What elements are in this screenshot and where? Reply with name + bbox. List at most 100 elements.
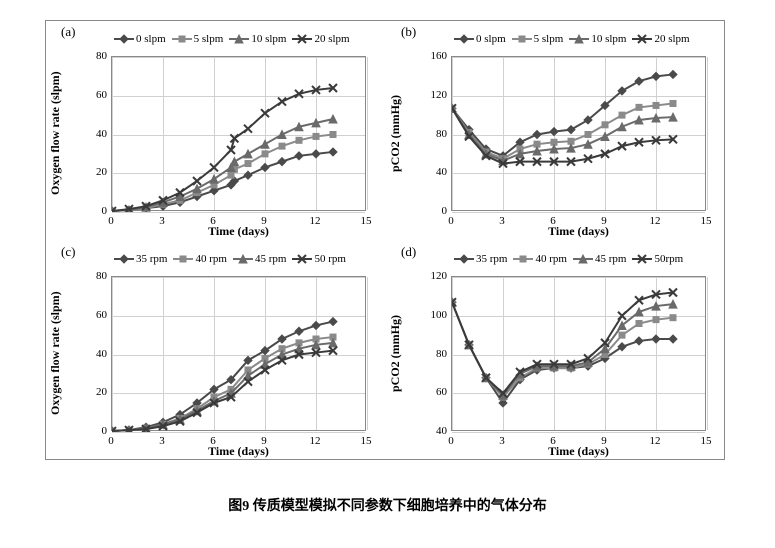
gridline: [452, 432, 705, 433]
ytick-label: 60: [81, 309, 107, 321]
panel-label: (b): [401, 24, 416, 40]
ylabel: pCO2 (mmHg): [388, 56, 406, 211]
gridline: [367, 277, 368, 430]
ytick-label: 80: [421, 348, 447, 360]
series-line: [112, 152, 333, 211]
series-marker: [261, 163, 269, 171]
legend-item: 40 rpm: [173, 253, 226, 265]
legend-item: 5 slpm: [172, 33, 224, 45]
xlabel: Time (days): [111, 444, 366, 459]
legend-label: 5 slpm: [194, 33, 224, 45]
legend-item: 50rpm: [632, 253, 683, 265]
series-marker: [636, 321, 642, 327]
series-marker: [669, 70, 677, 78]
series-line: [112, 88, 333, 211]
legend-label: 35 rpm: [476, 253, 507, 265]
gridline: [452, 212, 705, 213]
series-marker: [652, 72, 660, 80]
ylabel: pCO2 (mmHg): [388, 276, 406, 431]
legend-item: 5 slpm: [512, 33, 564, 45]
series-marker: [329, 148, 337, 156]
legend-label: 40 rpm: [195, 253, 226, 265]
series-marker: [585, 132, 591, 138]
series-marker: [295, 152, 303, 160]
ytick-label: 0: [81, 425, 107, 437]
gridline: [112, 212, 365, 213]
panel-label: (a): [61, 24, 75, 40]
ytick-label: 20: [81, 166, 107, 178]
series-marker: [670, 315, 676, 321]
legend-label: 0 slpm: [476, 33, 506, 45]
series-marker: [210, 163, 218, 171]
plot-area: [111, 276, 366, 431]
ytick-label: 80: [81, 270, 107, 282]
figure-caption: 图9 传质模型模拟不同参数下细胞培养中的气体分布: [0, 495, 775, 515]
series-marker: [635, 337, 643, 345]
legend-label: 10 slpm: [591, 33, 626, 45]
legend-item: 40 rpm: [513, 253, 566, 265]
legend-label: 5 slpm: [534, 33, 564, 45]
series-marker: [313, 133, 319, 139]
chart-svg: [112, 57, 367, 212]
legend-item: 10 slpm: [569, 33, 626, 45]
series-marker: [295, 327, 303, 335]
legend: 0 slpm 5 slpm 10 slpm 20 slpm: [454, 25, 704, 53]
legend-label: 35 rpm: [136, 253, 167, 265]
ytick-label: 80: [81, 50, 107, 62]
chart-svg: [452, 277, 707, 432]
legend-item: 20 slpm: [292, 33, 349, 45]
legend-label: 0 slpm: [136, 33, 166, 45]
series-marker: [533, 131, 541, 139]
series-marker: [262, 151, 268, 157]
figure-grid: (a)0 slpm5 slpm10 slpm20 slpm03691215020…: [45, 20, 725, 460]
ytick-label: 40: [421, 166, 447, 178]
series-marker: [601, 132, 609, 140]
legend-label: 40 rpm: [535, 253, 566, 265]
legend: 35 rpm 40 rpm 45 rpm 50 rpm: [114, 245, 364, 273]
series-line: [112, 351, 333, 431]
xlabel: Time (days): [451, 444, 706, 459]
ytick-label: 120: [421, 89, 447, 101]
legend-item: 0 slpm: [454, 33, 506, 45]
series-marker: [278, 131, 286, 139]
legend-label: 50rpm: [654, 253, 683, 265]
xlabel: Time (days): [111, 224, 366, 239]
legend-label: 50 rpm: [314, 253, 345, 265]
series-marker: [602, 122, 608, 128]
ytick-label: 60: [421, 386, 447, 398]
panel-a: (a)0 slpm5 slpm10 slpm20 slpm03691215020…: [46, 21, 386, 241]
series-marker: [230, 158, 238, 166]
series-marker: [244, 150, 252, 158]
legend-item: 35 rpm: [454, 253, 507, 265]
gridline: [112, 432, 365, 433]
series-marker: [244, 171, 252, 179]
series-marker: [329, 318, 337, 326]
series-marker: [653, 102, 659, 108]
ytick-label: 0: [81, 205, 107, 217]
series-marker: [279, 143, 285, 149]
legend-item: 20 slpm: [632, 33, 689, 45]
legend-label: 45 rpm: [255, 253, 286, 265]
series-line: [452, 302, 673, 403]
series-marker: [618, 123, 626, 131]
chart-svg: [112, 277, 367, 432]
series-marker: [312, 321, 320, 329]
series-marker: [653, 317, 659, 323]
series-line: [112, 119, 333, 211]
ytick-label: 100: [421, 309, 447, 321]
series-marker: [261, 140, 269, 148]
gridline: [367, 57, 368, 210]
panel-b: (b)0 slpm5 slpm10 slpm20 slpm03691215040…: [386, 21, 726, 241]
series-marker: [567, 126, 575, 134]
legend-item: 0 slpm: [114, 33, 166, 45]
ytick-label: 120: [421, 270, 447, 282]
legend: 35 rpm40 rpm45 rpm50rpm: [454, 245, 704, 273]
series-marker: [635, 77, 643, 85]
gridline: [707, 57, 708, 210]
legend-label: 20 slpm: [314, 33, 349, 45]
ytick-label: 40: [81, 128, 107, 140]
ytick-label: 20: [81, 386, 107, 398]
gridline: [707, 277, 708, 430]
ylabel: Oxygen flow rate (slpm): [48, 276, 66, 431]
ytick-label: 80: [421, 128, 447, 140]
